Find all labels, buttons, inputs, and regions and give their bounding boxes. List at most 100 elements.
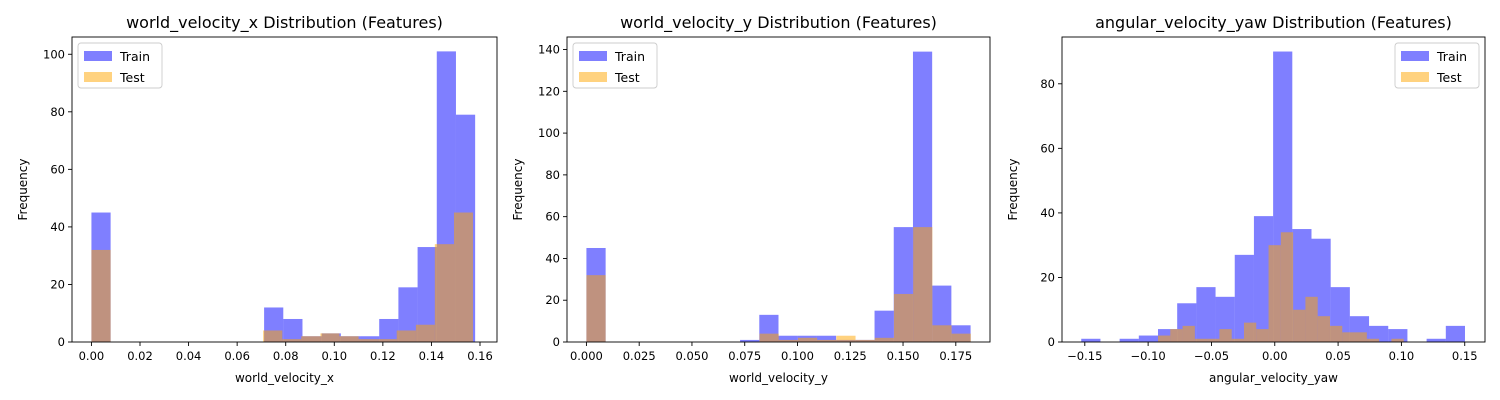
- histogram-bar-train-14: [360, 336, 380, 342]
- histogram-bar-train-15: [379, 318, 399, 342]
- histogram-bar-test-2: [282, 339, 302, 342]
- histogram-bar-train-6: [1196, 287, 1216, 342]
- chart-title: angular_velocity_yaw Distribution (Featu…: [1095, 13, 1452, 33]
- legend-label-train: Train: [614, 49, 645, 64]
- x-tick-label: 0.150: [887, 349, 920, 363]
- histogram-bar-train-10: [778, 335, 798, 342]
- legend-swatch-train: [84, 51, 112, 61]
- histogram-bar-test-6: [855, 339, 875, 342]
- y-tick-label: 40: [1040, 206, 1055, 220]
- x-tick-label: 0.175: [939, 349, 972, 363]
- y-tick-label: 80: [50, 105, 65, 119]
- x-tick-label: −0.10: [1130, 349, 1165, 363]
- chart-panel-3: −0.15 −0.10 −0.05 0.00 0.05 0.10 0.15 0 20 40 60 80…: [1006, 13, 1486, 385]
- histogram-bar-test-15: [1342, 332, 1355, 342]
- histogram-bar-test-6: [358, 339, 378, 342]
- histogram-bar-test-0: [586, 275, 606, 342]
- y-tick-label: 40: [545, 251, 560, 265]
- y-tick-label: 0: [58, 335, 65, 349]
- y-axis-label: Frequency: [1006, 159, 1020, 221]
- x-tick-label: 0.16: [467, 349, 493, 363]
- chart-panel-1: 0.00 0.02 0.04 0.06 0.08 0.10 0.12 0.14 0.16 0 20 4…: [16, 13, 498, 385]
- histogram-bar-train-15: [1369, 325, 1389, 342]
- histogram-bar-test-8: [396, 330, 416, 342]
- y-tick-label: 80: [545, 168, 560, 182]
- histogram-bar-train-15: [874, 310, 894, 342]
- x-tick-label: 0.08: [273, 349, 299, 363]
- y-tick-label: 0: [553, 335, 560, 349]
- histogram-bar-test-6: [1231, 338, 1244, 342]
- histogram-bar-test-4: [817, 339, 837, 342]
- histogram-bar-test-1: [759, 333, 779, 342]
- legend-swatch-test: [579, 72, 607, 82]
- legend-swatch-test: [1401, 72, 1429, 82]
- histogram-bar-train-0: [1081, 338, 1101, 342]
- x-tick-label: 0.05: [1325, 349, 1351, 363]
- legend-label-test: Test: [1436, 70, 1462, 85]
- histogram-bar-train-12: [816, 335, 837, 342]
- legend-swatch-test: [84, 72, 112, 82]
- x-tick-label: 0.050: [675, 349, 708, 363]
- chart-title: world_velocity_x Distribution (Features): [126, 13, 443, 33]
- histogram-bar-test-4: [320, 333, 340, 342]
- x-axis-label: world_velocity_x: [235, 371, 334, 385]
- y-tick-label: 100: [538, 126, 560, 140]
- legend: Train Test: [572, 42, 658, 89]
- histogram-bar-test-3: [1194, 338, 1208, 342]
- histogram-bar-test-9: [1268, 245, 1281, 342]
- histogram-bar-test-7: [1243, 322, 1257, 342]
- histogram-bar-test-3: [797, 337, 818, 342]
- histogram-bar-train-8: [740, 339, 760, 342]
- legend-swatch-train: [1401, 51, 1429, 61]
- legend-swatch-train: [579, 51, 607, 61]
- histogram-bar-train-9: [1253, 216, 1274, 342]
- plot-frame: [566, 36, 991, 343]
- x-tick-label: 0.00: [79, 349, 105, 363]
- chart-panel-2: 0.000 0.025 0.050 0.075 0.100 0.125 0.150 0.175…: [511, 13, 991, 385]
- histogram-bar-test-0: [1157, 335, 1171, 342]
- histogram-bar-test-13: [1317, 316, 1330, 342]
- x-tick-label: 0.00: [1262, 349, 1288, 363]
- y-tick-label: 0: [1048, 335, 1055, 349]
- histogram-bar-test-17: [1366, 338, 1380, 342]
- y-tick-label: 140: [538, 43, 560, 57]
- histogram-bar-test-5: [1219, 329, 1232, 342]
- plot-frame: [1061, 36, 1486, 343]
- y-tick-label: 60: [545, 210, 560, 224]
- histogram-bar-test-10: [932, 325, 952, 342]
- histogram-bar-test-14: [1329, 325, 1343, 342]
- histogram-bar-train-8: [1234, 254, 1254, 342]
- histogram-bar-test-9: [913, 227, 933, 342]
- y-tick-label: 100: [43, 47, 65, 61]
- y-tick-label: 40: [50, 220, 65, 234]
- histogram-bar-test-1: [1170, 329, 1183, 342]
- y-tick-label: 120: [538, 84, 560, 98]
- legend-label-train: Train: [1436, 49, 1467, 64]
- x-tick-label: 0.04: [176, 349, 202, 363]
- legend: Train Test: [77, 42, 163, 89]
- histogram-bar-test-5: [339, 336, 359, 342]
- histogram-bar-train-2: [1119, 338, 1139, 342]
- x-tick-label: 0.100: [781, 349, 814, 363]
- histogram-bar-train-16: [398, 287, 418, 342]
- x-tick-label: 0.000: [570, 349, 603, 363]
- histogram-bar-test-8: [1256, 329, 1269, 342]
- x-tick-label: 0.075: [728, 349, 761, 363]
- histogram-bar-test-4: [1207, 338, 1220, 342]
- x-tick-label: 0.025: [623, 349, 656, 363]
- histogram-bar-test-2: [778, 339, 798, 342]
- histogram-bar-test-11: [454, 212, 473, 342]
- histogram-bar-test-0: [91, 249, 111, 342]
- chart-title: world_velocity_y Distribution (Features): [620, 13, 937, 33]
- histogram-bar-test-1: [263, 330, 283, 342]
- legend-label-train: Train: [119, 49, 150, 64]
- y-tick-label: 60: [1040, 141, 1055, 155]
- y-tick-label: 60: [50, 162, 65, 176]
- histogram-bar-test-7: [874, 337, 894, 342]
- histogram-bar-test-11: [951, 333, 971, 342]
- histogram-bar-test-10: [434, 244, 455, 342]
- y-axis-label: Frequency: [511, 159, 525, 221]
- histogram-bar-test-10: [1280, 232, 1294, 342]
- y-tick-label: 20: [545, 293, 560, 307]
